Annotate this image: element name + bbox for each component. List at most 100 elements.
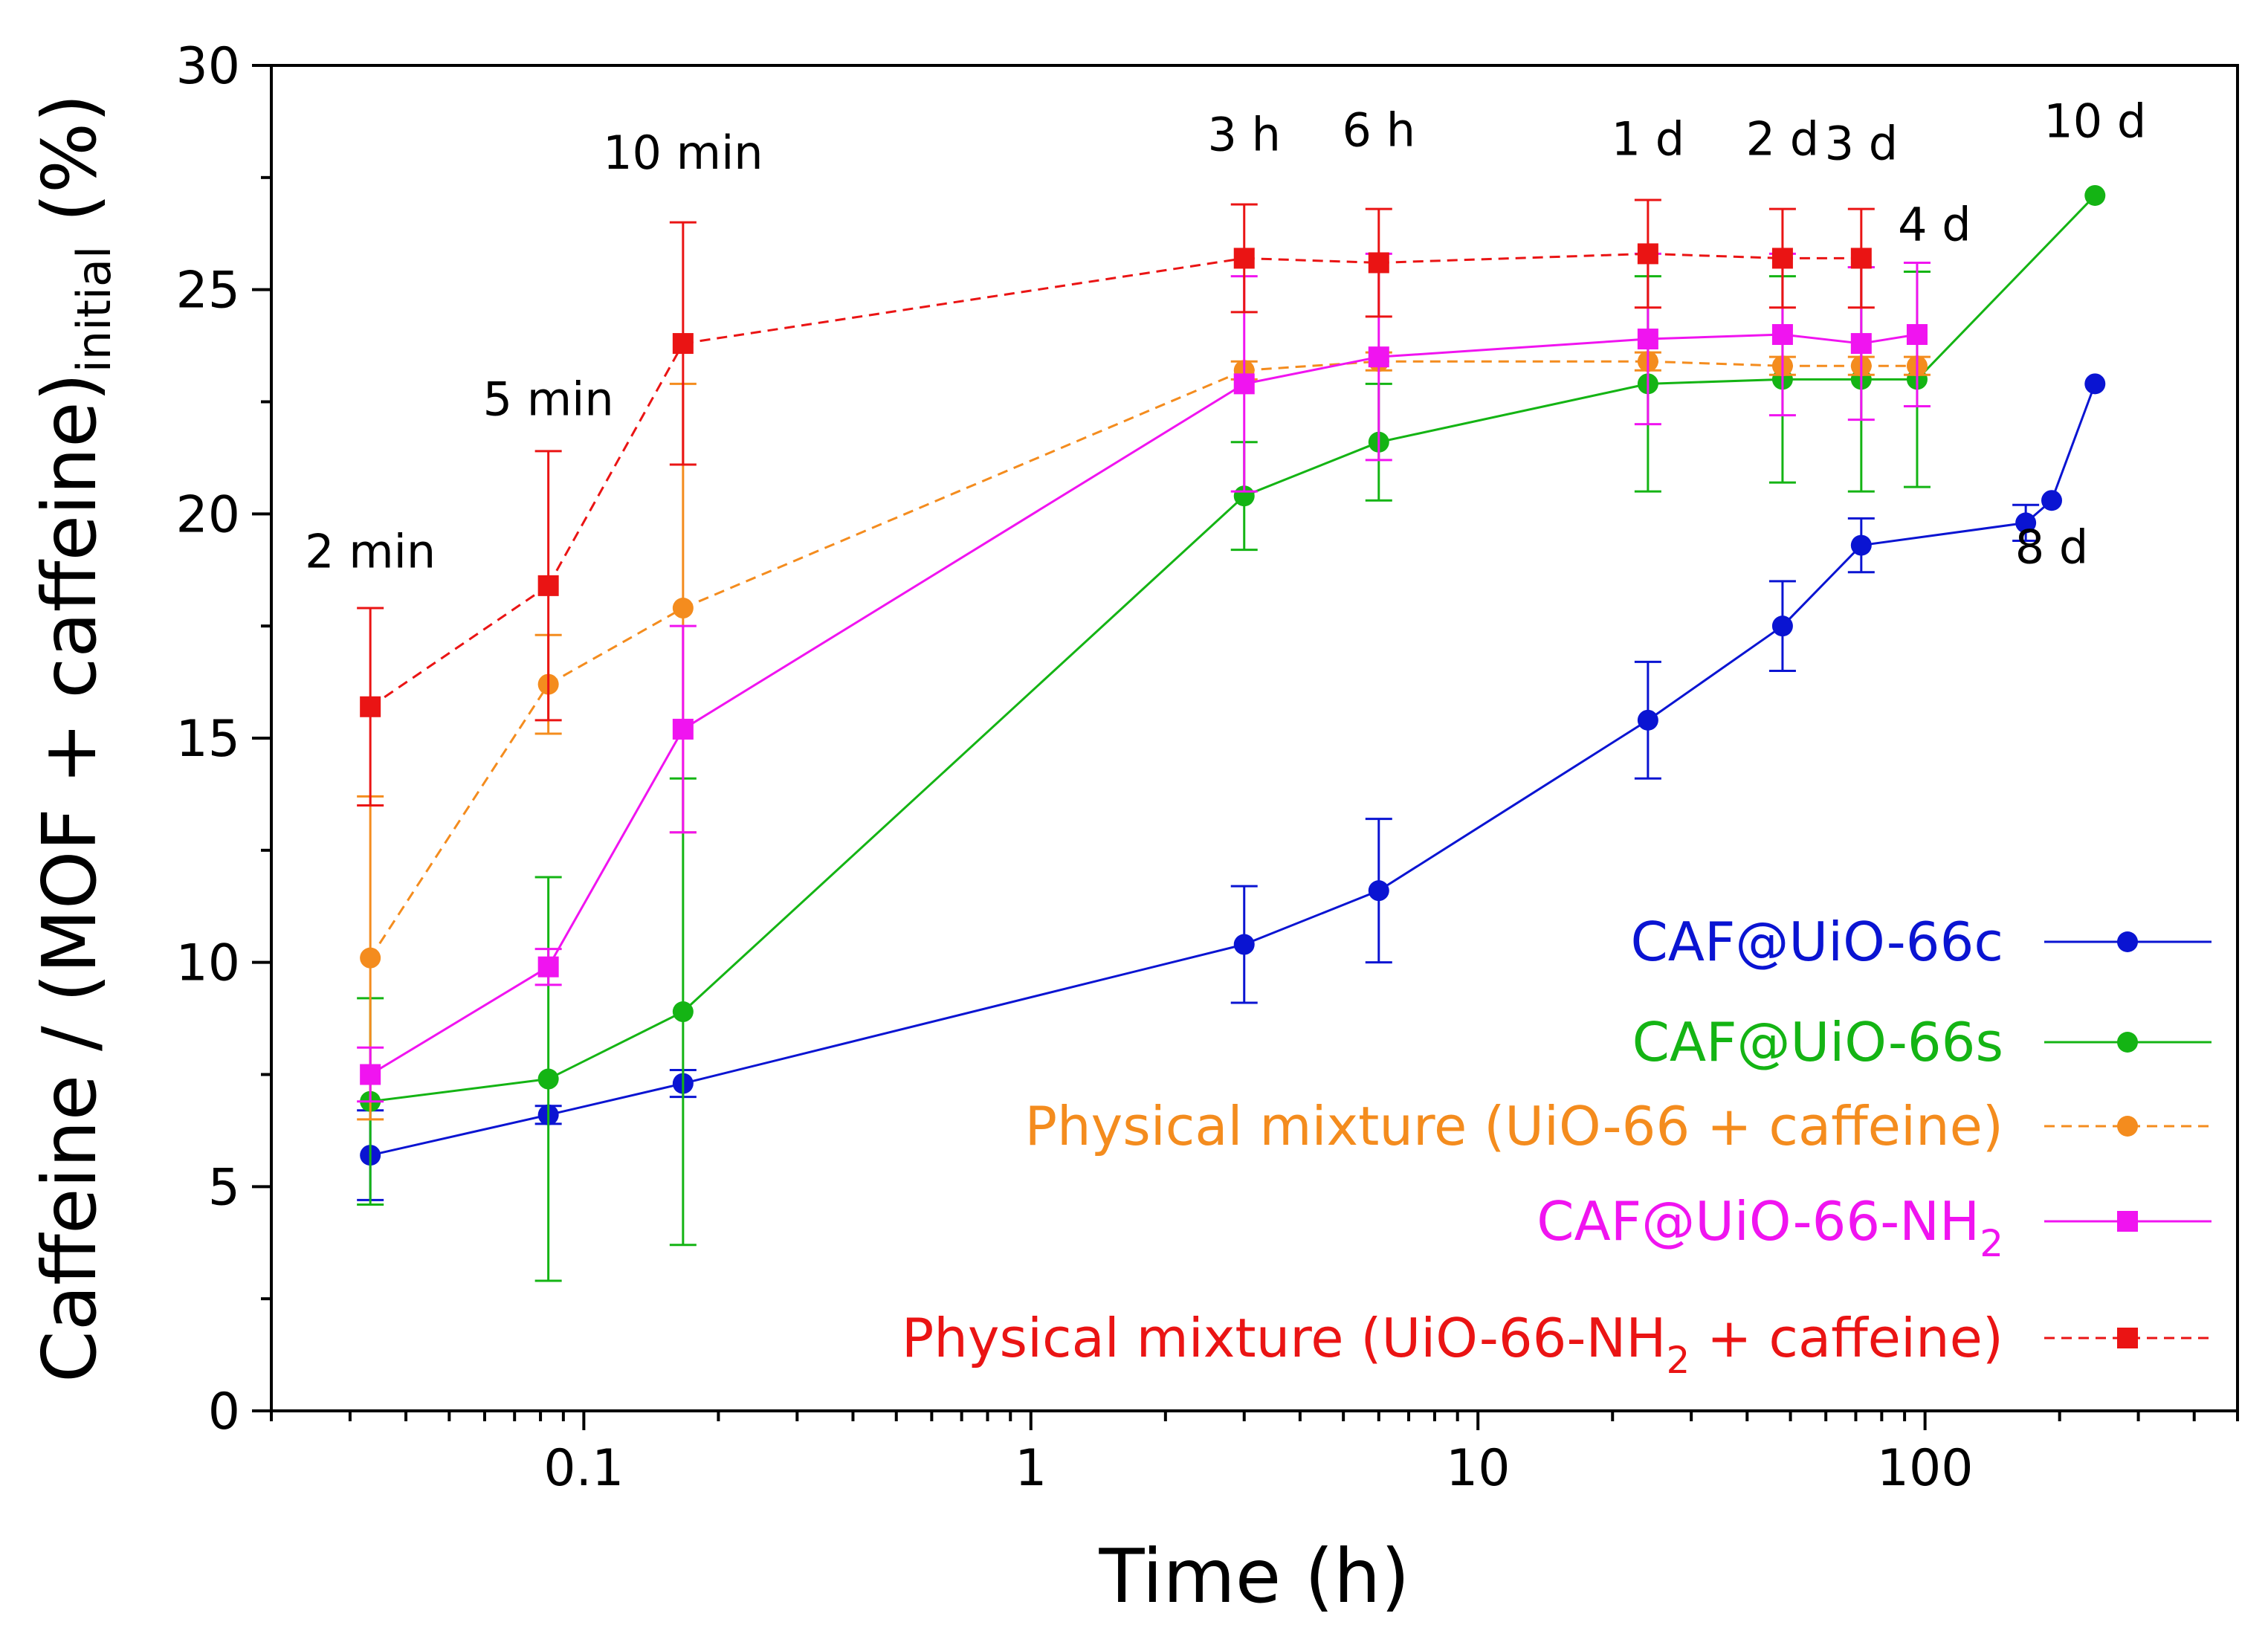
x-tick-label: 0.1 [543, 1439, 624, 1498]
data-point [360, 696, 381, 717]
data-point [1637, 329, 1658, 350]
time-annotation: 8 d [2015, 520, 2089, 575]
series-line-segment [682, 256, 1244, 345]
time-annotation: 3 h [1208, 108, 1281, 162]
x-axis-title: Time (h) [1099, 1533, 1410, 1620]
y-axis-title-subscript: initial [67, 246, 121, 373]
x-tick-label: 1 [1015, 1439, 1047, 1498]
y-axis-title-main: Caffeine / (MOF + caffeine) [26, 372, 113, 1383]
ticks-layer: 0 5 10 15 20 25 30 0.1 1 10 100 [175, 37, 2239, 1498]
series-line-segment [1861, 521, 2026, 547]
data-point [537, 956, 559, 978]
data-point [2117, 1328, 2138, 1348]
x-tick-label: 10 [1446, 1439, 1511, 1498]
y-tick-label: 25 [175, 262, 240, 320]
series-line-segment [1378, 252, 1648, 264]
series-line-segment [1244, 889, 1380, 946]
time-annotation: 4 d [1898, 197, 1971, 251]
data-point [1368, 346, 1389, 368]
series-line-segment [369, 683, 549, 959]
y-tick-label: 0 [208, 1383, 240, 1441]
series-line-segment [548, 1082, 684, 1117]
data-point [672, 1001, 694, 1023]
series-line-segment [369, 966, 549, 1076]
y-axis-title-unit: (%) [26, 94, 113, 246]
series-line-segment [369, 1078, 549, 1103]
series-line-segment [547, 343, 685, 587]
data-point [672, 333, 694, 355]
series-line-segment [1244, 360, 1379, 372]
time-annotation: 10 d [2044, 94, 2146, 149]
series-line-segment [1244, 441, 1380, 497]
series-line-segment [1244, 256, 1379, 264]
data-point [1850, 333, 1872, 355]
y-axis-title: Caffeine / (MOF + caffeine)initial (%) [26, 94, 121, 1383]
series-line-segment [547, 728, 685, 968]
series-line-segment [1378, 382, 1649, 444]
data-point [1637, 243, 1658, 265]
data-point [2117, 1116, 2138, 1137]
series-line-segment [1782, 333, 1861, 345]
y-tick-label: 5 [208, 1158, 240, 1217]
data-point [2117, 1032, 2138, 1053]
data-point [1637, 709, 1658, 731]
data-point [537, 1068, 559, 1090]
data-point [1906, 324, 1928, 345]
legend-label: Physical mixture (UiO-66-NH2 + caffeine) [902, 1307, 2003, 1382]
time-annotation: 2 min [305, 525, 436, 579]
time-annotation: 3 d [1825, 117, 1899, 171]
data-point [2015, 512, 2037, 534]
legend: CAF@UiO-66c CAF@UiO-66s Physical mixture (… [902, 911, 2212, 1382]
data-point [1368, 880, 1389, 902]
series-line-segment [1647, 360, 1783, 367]
time-annotation: 10 min [603, 126, 763, 180]
series-line-segment [1781, 544, 1862, 627]
series-layer [357, 184, 2106, 1282]
data-point [2117, 1211, 2138, 1232]
series-line-segment [1244, 355, 1380, 385]
series-line-segment [369, 584, 549, 708]
series-line-segment [2050, 383, 2096, 501]
time-annotation: 5 min [483, 372, 614, 427]
series-5 [357, 198, 1875, 807]
data-point [1850, 248, 1872, 269]
data-point [1368, 252, 1389, 274]
series-line-segment [547, 1010, 684, 1080]
y-tick-label: 20 [175, 485, 240, 544]
data-point [2084, 184, 2106, 206]
data-point [1771, 248, 1793, 269]
series-line-segment [682, 943, 1245, 1085]
time-annotation: 1 d [1612, 112, 1685, 167]
series-line-segment [682, 495, 1245, 1013]
series-line-segment [547, 607, 684, 685]
data-point [360, 947, 381, 969]
legend-label: CAF@UiO-66s [1632, 1011, 2003, 1073]
data-point [1771, 615, 1793, 637]
data-point [537, 575, 559, 596]
legend-label: Physical mixture (UiO-66 + caffeine) [1025, 1095, 2003, 1157]
data-point [2041, 490, 2063, 511]
series-line-segment [1377, 719, 1649, 892]
series-line-segment [1647, 333, 1783, 340]
y-tick-label: 30 [175, 37, 240, 96]
y-tick-label: 15 [175, 710, 240, 769]
data-point [1233, 373, 1255, 395]
series-line-segment [1378, 337, 1648, 358]
data-point [1771, 324, 1793, 345]
data-point [1233, 934, 1255, 955]
data-point [672, 718, 694, 740]
data-point [360, 1064, 381, 1085]
x-tick-label: 100 [1877, 1439, 1974, 1498]
series-line-segment [1647, 624, 1783, 722]
series-line-segment [1647, 378, 1783, 385]
series-line-segment [1916, 194, 2096, 381]
time-annotation: 2 d [1746, 112, 1820, 167]
data-point [1850, 534, 1872, 556]
series-line-segment [682, 383, 1245, 731]
data-point [2117, 931, 2138, 952]
data-point [2084, 373, 2106, 395]
legend-label: CAF@UiO-66c [1630, 911, 2003, 973]
legend-label: CAF@UiO-66-NH2 [1537, 1190, 2003, 1265]
